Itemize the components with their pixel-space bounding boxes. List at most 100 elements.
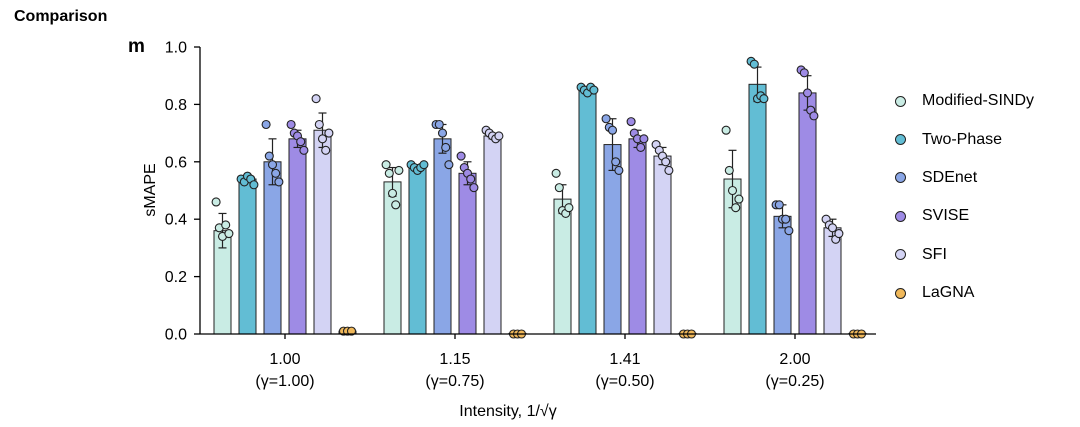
- legend-swatch: [895, 95, 906, 107]
- data-point: [394, 165, 404, 175]
- bar: [798, 92, 817, 335]
- data-point: [564, 203, 574, 213]
- data-point: [346, 326, 357, 336]
- x-tick-sublabel: (γ=0.75): [425, 373, 484, 390]
- figure-title: Comparison: [14, 8, 108, 25]
- legend-label: SDEnet: [922, 168, 978, 186]
- legend-label: LaGNA: [922, 284, 975, 302]
- bar: [238, 178, 257, 335]
- data-point: [314, 119, 324, 130]
- axes-layer: sMAPE Intensity, 1/√γ 0.0 0.2 0.4 0.6 0.8 1.0…: [142, 40, 876, 420]
- data-point: [469, 183, 479, 193]
- legend-swatch: [895, 249, 906, 261]
- data-point: [731, 203, 741, 213]
- data-point: [419, 160, 429, 170]
- y-tick-label: 0.0: [165, 327, 187, 344]
- legend-label: Two-Phase: [922, 130, 1003, 148]
- y-tick-label: 0.8: [165, 97, 187, 114]
- y-axis-label: sMAPE: [142, 163, 159, 216]
- legend: Modified-SINDy Two-Phase SDEnet SVISE SFI LaG…: [895, 82, 1034, 312]
- data-point: [299, 145, 309, 155]
- data-point: [601, 114, 611, 124]
- bar: [628, 138, 647, 335]
- bar: [748, 83, 767, 335]
- x-tick-sublabel: (γ=0.50): [595, 373, 654, 390]
- data-point: [444, 160, 454, 170]
- bar: [288, 138, 307, 335]
- y-tick-label: 0.4: [165, 212, 187, 229]
- data-point: [271, 168, 281, 178]
- data-point: [494, 131, 504, 141]
- x-tick-sublabel: (γ=0.25): [765, 373, 824, 390]
- data-point: [274, 177, 284, 187]
- data-point: [466, 174, 476, 184]
- bar: [313, 129, 332, 335]
- bar: [823, 227, 842, 335]
- legend-swatch: [895, 287, 906, 299]
- data-point: [614, 165, 624, 175]
- y-tick-label: 0.2: [165, 269, 187, 286]
- data-point: [261, 119, 271, 130]
- legend-label: SFI: [922, 245, 947, 263]
- data-point: [611, 157, 621, 167]
- x-axis-label: Intensity, 1/√γ: [459, 403, 556, 420]
- bar: [263, 161, 282, 335]
- data-point: [249, 180, 259, 190]
- legend-item: Modified-SINDy: [895, 82, 1034, 120]
- data-point: [384, 168, 394, 178]
- data-point: [724, 165, 734, 175]
- data-point: [799, 68, 809, 78]
- legend-swatch: [895, 210, 906, 222]
- data-point: [324, 128, 334, 138]
- data-point: [554, 183, 564, 193]
- bar: [553, 198, 572, 335]
- bar: [483, 135, 502, 335]
- legend-label: SVISE: [922, 207, 970, 225]
- y-tick-label: 1.0: [165, 40, 187, 57]
- legend-item: SFI: [895, 236, 1034, 274]
- data-point: [264, 151, 274, 161]
- data-point: [311, 94, 321, 104]
- legend-item: SDEnet: [895, 159, 1034, 197]
- data-point: [759, 94, 769, 104]
- bar: [458, 172, 477, 335]
- legend-label: Modified-SINDy: [922, 92, 1035, 110]
- data-point: [827, 223, 838, 233]
- data-point: [317, 134, 328, 144]
- legend-item: LaGNA: [895, 274, 1034, 312]
- panel-label: m: [128, 36, 145, 57]
- data-point: [784, 226, 794, 236]
- x-tick-label: 1.15: [439, 351, 470, 368]
- bars-layer: [211, 56, 867, 339]
- data-point: [224, 229, 234, 239]
- data-point: [781, 214, 791, 224]
- data-point: [774, 200, 784, 210]
- legend-item: SVISE: [895, 197, 1034, 235]
- data-point: [267, 160, 278, 170]
- data-point: [749, 59, 759, 69]
- data-point: [381, 160, 391, 170]
- data-point: [626, 117, 636, 127]
- data-point: [589, 85, 599, 95]
- data-point: [639, 134, 649, 144]
- data-point: [391, 200, 401, 210]
- data-point: [802, 88, 813, 98]
- data-point: [661, 157, 671, 167]
- bar: [408, 167, 427, 335]
- x-tick-sublabel: (γ=1.00): [255, 373, 314, 390]
- data-point: [636, 142, 646, 152]
- data-point: [809, 111, 819, 121]
- data-point: [286, 119, 296, 130]
- data-point: [734, 194, 744, 204]
- bar: [578, 89, 597, 335]
- data-point: [834, 229, 844, 239]
- data-point: [551, 168, 561, 178]
- data-point: [664, 165, 674, 175]
- data-point: [296, 137, 306, 147]
- y-tick-label: 0.6: [165, 154, 187, 171]
- data-point: [387, 188, 398, 198]
- x-tick-label: 2.00: [779, 351, 810, 368]
- data-point: [221, 220, 231, 230]
- data-point: [721, 125, 731, 135]
